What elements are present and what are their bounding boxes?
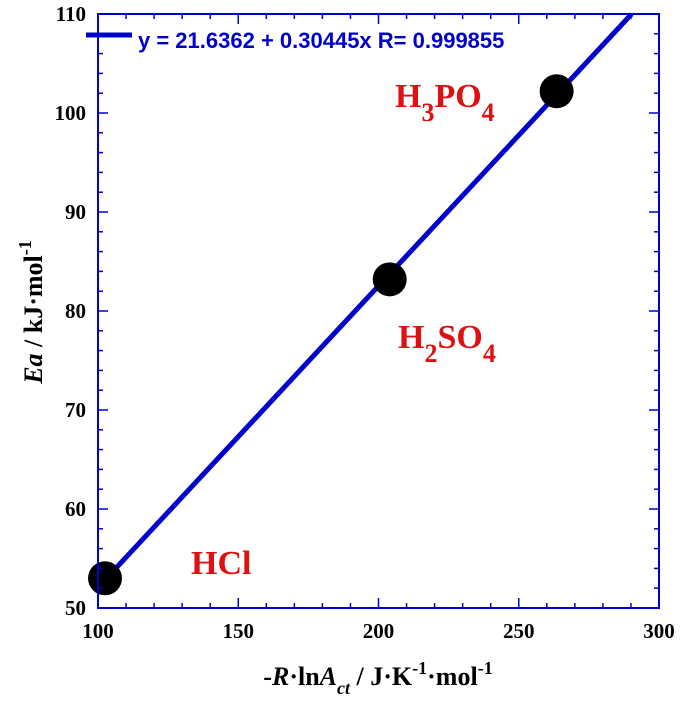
point-label-subscript: 3 <box>421 98 434 127</box>
tick-layer: 100 150 200 250 300 50 60 70 80 90 100 110 <box>55 2 675 643</box>
point-label-subscript: 4 <box>483 339 496 368</box>
y-tick-label: 80 <box>65 299 86 323</box>
x-tick-label: 250 <box>503 619 535 643</box>
point-label-subscript: 4 <box>482 98 495 127</box>
y-tick-label: 60 <box>65 497 86 521</box>
plot-layer <box>86 12 634 596</box>
data-point <box>372 262 407 297</box>
x-axis-title-subscript: ct <box>337 678 351 698</box>
y-axis-title: Ea / kJ·mol-1 <box>15 240 48 385</box>
point-label-text: SO <box>437 319 482 356</box>
point-label-text: HCl <box>191 545 251 582</box>
x-axis-title-ln: ·ln <box>289 662 320 691</box>
x-axis-title-exponent-1: -1 <box>412 658 427 678</box>
point-label-text: H <box>395 78 421 115</box>
point-label: HCl <box>191 545 251 582</box>
y-tick-label: 110 <box>56 2 86 26</box>
x-tick-label: 200 <box>363 619 395 643</box>
y-axis-title-symbol: Ea <box>19 353 48 384</box>
point-label-subscript: 2 <box>424 339 437 368</box>
point-label: H3PO4 <box>395 78 495 127</box>
x-axis-title-unit: / J·K <box>350 662 413 691</box>
x-axis-title-R: R <box>271 662 289 691</box>
x-axis-title: -R·lnAct / J·K-1·mol-1 <box>263 658 492 698</box>
y-tick-label: 100 <box>55 101 87 125</box>
x-axis-title-exponent-2: -1 <box>478 658 493 678</box>
y-tick-label: 70 <box>65 398 86 422</box>
x-tick-label: 300 <box>643 619 675 643</box>
y-axis-title-unit: / kJ·mol <box>19 255 48 353</box>
x-axis-title-A: A <box>318 662 337 691</box>
data-point <box>539 74 574 109</box>
point-label-text: H <box>398 319 424 356</box>
data-point <box>88 561 123 596</box>
fit-equation-label: y = 21.6362 + 0.30445x R= 0.999855 <box>138 28 504 53</box>
x-tick-label: 100 <box>82 619 114 643</box>
fit-line <box>103 12 634 582</box>
point-label-text: PO <box>434 78 481 115</box>
x-tick-label: 150 <box>223 619 255 643</box>
y-tick-label: 50 <box>65 596 86 620</box>
x-axis-title-prefix: - <box>263 662 272 691</box>
y-tick-label: 90 <box>65 200 86 224</box>
point-label: H2SO4 <box>398 319 496 368</box>
y-axis-title-exponent: -1 <box>15 240 35 255</box>
x-axis-title-mol: ·mol <box>427 662 478 691</box>
